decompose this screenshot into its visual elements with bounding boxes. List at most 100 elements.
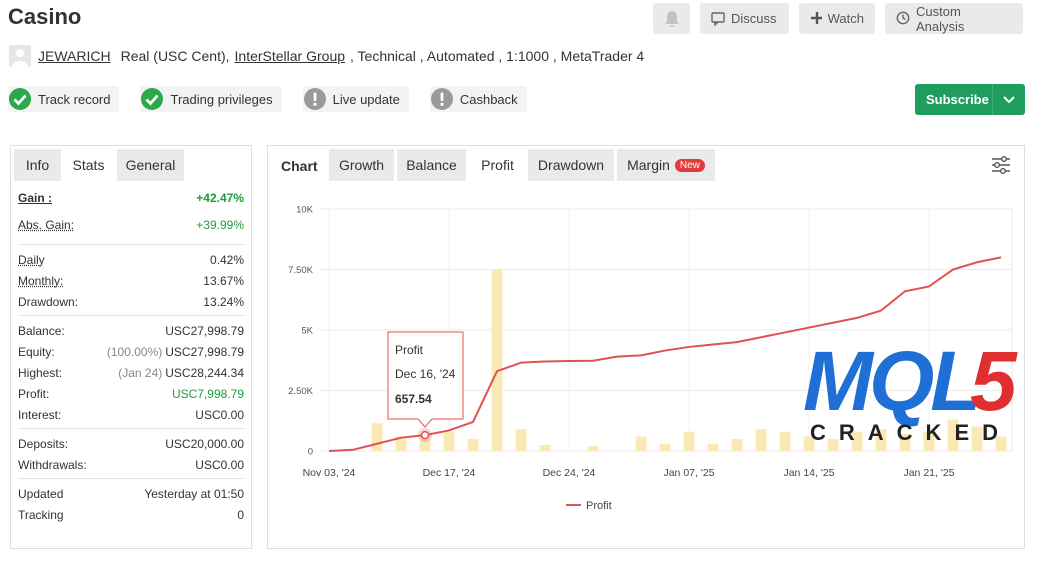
stat-value-cell: 13.24% bbox=[203, 295, 244, 309]
icon bbox=[430, 88, 453, 110]
stat-value: USC0.00 bbox=[195, 407, 244, 422]
account-row: JEWARICH Real (USC Cent), InterStellar Gro… bbox=[9, 45, 644, 67]
account-details: , Technical , Automated , 1:1000 , MetaT… bbox=[350, 48, 645, 64]
stat-value: 0 bbox=[237, 507, 244, 522]
chart-tab-label: Profit bbox=[481, 157, 514, 173]
icon-shape bbox=[141, 88, 164, 110]
panel-tab[interactable]: Stats bbox=[62, 149, 115, 181]
icon-shape bbox=[13, 94, 27, 106]
button-label: Discuss bbox=[731, 11, 777, 26]
stat-value: +39.99% bbox=[196, 217, 244, 232]
header-button[interactable]: Watch bbox=[799, 3, 875, 34]
header-button[interactable]: Discuss bbox=[700, 3, 789, 34]
badge-label: Cashback bbox=[459, 91, 518, 107]
stat-value-cell: +39.99% bbox=[196, 218, 244, 232]
chart-panel: Chart Growth Balance Profit Drawdown Margin Ne… bbox=[267, 145, 1025, 549]
stat-row: Equity: (100.00%) USC27,998.79 bbox=[18, 341, 244, 362]
icon-shape bbox=[440, 92, 444, 101]
stat-value-cell: 0.42% bbox=[210, 253, 244, 267]
stat-label: Balance: bbox=[18, 323, 65, 338]
stat-note: (100.00%) bbox=[106, 344, 163, 359]
icon-shape bbox=[993, 161, 1000, 168]
chart-tab-label: Drawdown bbox=[537, 157, 605, 173]
stat-row: Withdrawals: USC0.00 bbox=[18, 454, 244, 475]
icon-shape bbox=[902, 14, 906, 21]
icon bbox=[811, 12, 822, 24]
chart-tab[interactable]: Growth bbox=[329, 149, 394, 181]
stat-label: Updated bbox=[18, 486, 64, 501]
stat-row: Gain : +42.47% bbox=[18, 187, 244, 208]
chart-panel-label: Chart bbox=[281, 158, 318, 174]
stat-label: Monthly: bbox=[18, 273, 64, 288]
icon bbox=[9, 88, 31, 110]
badge: Track record bbox=[8, 86, 120, 112]
stat-value-cell: USC27,998.79 bbox=[165, 324, 244, 338]
icon bbox=[303, 88, 326, 110]
stat-row: Abs. Gain: +39.99% bbox=[18, 214, 244, 235]
notify-button[interactable] bbox=[653, 3, 690, 34]
user-link[interactable]: JEWARICH bbox=[38, 48, 111, 64]
badge-label: Track record bbox=[38, 91, 111, 107]
stat-row: Deposits: USC20,000.00 bbox=[18, 433, 244, 454]
page-title: Casino bbox=[8, 4, 82, 29]
icon-shape bbox=[313, 92, 317, 101]
stat-row: Tracking 0 bbox=[18, 504, 244, 525]
stat-label: Drawdown: bbox=[18, 294, 79, 309]
stat-value-cell: (100.00%) USC27,998.79 bbox=[107, 345, 244, 359]
icon-shape bbox=[999, 167, 1006, 174]
stat-row: Daily 0.42% bbox=[18, 249, 244, 270]
broker-link[interactable]: InterStellar Group bbox=[234, 48, 346, 64]
button-label: Watch bbox=[827, 11, 864, 26]
stat-value: USC20,000.00 bbox=[165, 436, 244, 451]
icon bbox=[12, 49, 28, 67]
panel-tab[interactable]: Info bbox=[14, 149, 61, 181]
stat-label: Abs. Gain: bbox=[18, 217, 75, 232]
icon-shape bbox=[440, 102, 444, 106]
separator bbox=[18, 478, 244, 479]
chart-settings[interactable] bbox=[990, 154, 1012, 176]
subscribe-label: Subscribe bbox=[926, 92, 989, 107]
chart-tab[interactable]: Profit bbox=[470, 149, 525, 181]
icon bbox=[992, 156, 1010, 174]
avatar bbox=[9, 45, 31, 67]
icon-shape bbox=[714, 21, 719, 26]
chart-tab-label: Growth bbox=[338, 157, 385, 173]
stat-label: Tracking bbox=[18, 507, 64, 522]
stat-row: Profit: USC7,998.79 bbox=[18, 383, 244, 404]
stat-value: USC7,998.79 bbox=[171, 386, 244, 401]
stat-value: USC0.00 bbox=[195, 457, 244, 472]
stat-row: Balance: USC27,998.79 bbox=[18, 320, 244, 341]
stat-row: Highest: (Jan 24) USC28,244.34 bbox=[18, 362, 244, 383]
stats-panel: Info Stats General Gain : +42.47% Abs. Gain: +… bbox=[10, 145, 252, 549]
icon bbox=[711, 12, 725, 26]
badge-label: Trading privileges bbox=[170, 91, 273, 107]
stat-row: Updated Yesterday at 01:50 bbox=[18, 483, 244, 504]
stat-value: Yesterday at 01:50 bbox=[144, 486, 244, 501]
stat-value: +42.47% bbox=[196, 190, 244, 205]
subscribe-button[interactable]: Subscribe bbox=[915, 84, 1025, 115]
separator bbox=[18, 315, 244, 316]
header-button[interactable]: Custom Analysis bbox=[885, 3, 1023, 34]
stat-value: 0.42% bbox=[209, 252, 244, 267]
chart-tab[interactable]: Balance bbox=[397, 149, 466, 181]
stat-label: Deposits: bbox=[18, 436, 69, 451]
stat-value-cell: USC20,000.00 bbox=[165, 437, 244, 451]
new-badge: New bbox=[674, 158, 705, 172]
stat-value-cell: 13.67% bbox=[203, 274, 244, 288]
stat-label: Profit: bbox=[18, 386, 50, 401]
chart-tab[interactable]: Drawdown bbox=[528, 149, 614, 181]
stat-label: Withdrawals: bbox=[18, 457, 87, 472]
stat-value-cell: USC0.00 bbox=[195, 408, 244, 422]
icon-shape bbox=[12, 61, 28, 67]
stat-row: Interest: USC0.00 bbox=[18, 404, 244, 425]
icon bbox=[896, 11, 910, 25]
badge: Live update bbox=[302, 86, 409, 112]
chart-tab[interactable]: Margin New bbox=[617, 149, 715, 181]
stat-value-cell: (Jan 24) USC28,244.34 bbox=[118, 366, 244, 380]
separator bbox=[18, 428, 244, 429]
stat-value: 13.67% bbox=[203, 273, 244, 288]
panel-tab[interactable]: General bbox=[117, 149, 184, 181]
icon-shape bbox=[16, 49, 24, 57]
stat-label: Equity: bbox=[18, 344, 55, 359]
badge: Cashback bbox=[429, 86, 527, 112]
